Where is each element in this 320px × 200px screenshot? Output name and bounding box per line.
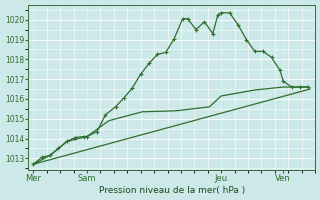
X-axis label: Pression niveau de la mer( hPa ): Pression niveau de la mer( hPa ) (99, 186, 245, 195)
